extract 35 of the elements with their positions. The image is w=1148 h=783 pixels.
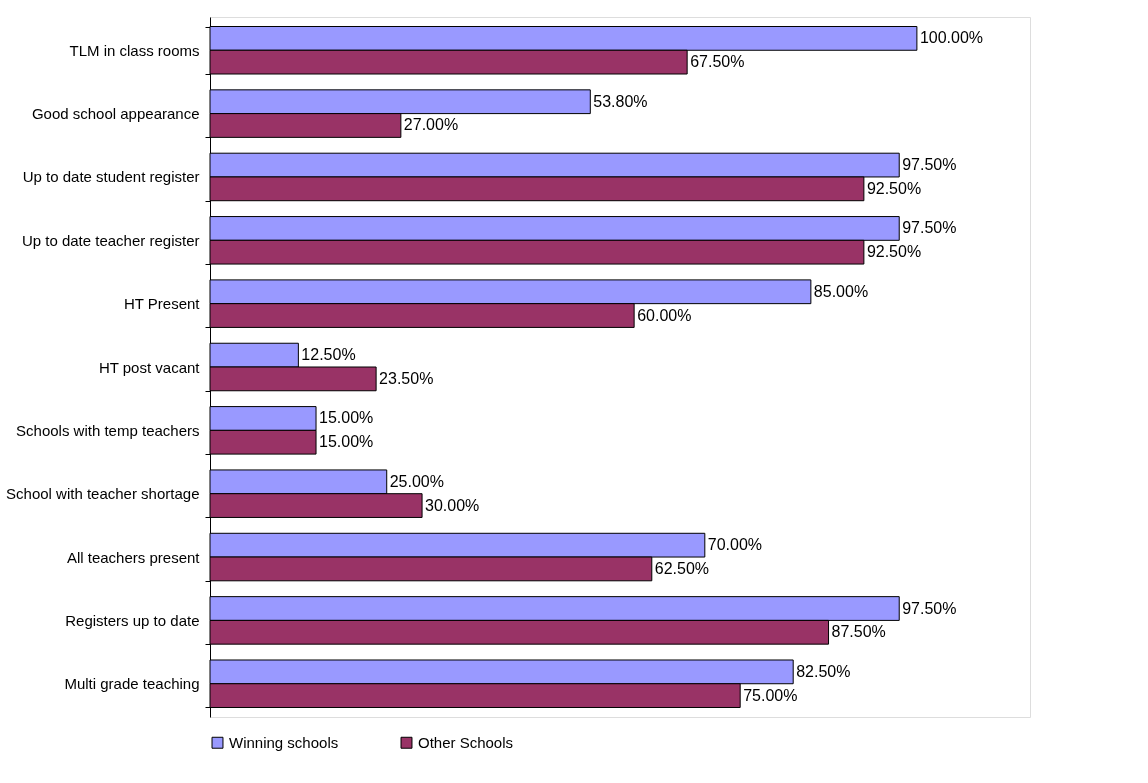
data-label: 97.50%	[902, 156, 957, 174]
y-tick-label: Up to date student register	[22, 168, 200, 186]
data-label: 92.50%	[866, 243, 922, 261]
data-label: 97.50%	[902, 219, 957, 237]
y-tick-label: HT Present	[123, 295, 201, 313]
y-tick-label: TLM in class rooms	[69, 41, 200, 59]
data-label: 97.50%	[902, 599, 957, 617]
data-label: 100.00%	[919, 29, 984, 47]
data-label: 27.00%	[403, 116, 459, 134]
y-tick-label: HT post vacant	[98, 358, 201, 376]
data-label: 87.50%	[831, 623, 886, 641]
legend-label: Winning schools	[229, 733, 339, 751]
data-label: 25.00%	[389, 472, 444, 490]
data-label: 30.00%	[425, 496, 480, 514]
data-label: 53.80%	[593, 92, 648, 110]
data-label: 75.00%	[743, 686, 798, 704]
data-label: 92.50%	[866, 179, 922, 197]
data-label: 15.00%	[319, 433, 374, 451]
y-tick-label: Schools with temp teachers	[16, 421, 200, 439]
data-label: 70.00%	[707, 536, 763, 554]
data-label: 62.50%	[654, 559, 710, 577]
data-label: 85.00%	[813, 282, 869, 300]
y-tick-label: All teachers present	[66, 548, 201, 566]
y-tick-label: Registers up to date	[65, 611, 200, 629]
y-tick-label: Up to date teacher register	[21, 231, 200, 249]
y-tick-label: Good school appearance	[31, 105, 200, 123]
data-label: 60.00%	[637, 306, 692, 324]
data-label: 82.50%	[796, 662, 851, 680]
y-tick-label: Multi grade teaching	[64, 675, 200, 693]
data-label: 12.50%	[301, 346, 356, 364]
y-tick-label: School with teacher shortage	[6, 485, 200, 503]
legend-label: Other Schools	[418, 733, 514, 751]
data-label: 15.00%	[319, 409, 374, 427]
data-label: 23.50%	[379, 369, 434, 387]
data-label: 67.50%	[690, 53, 745, 71]
